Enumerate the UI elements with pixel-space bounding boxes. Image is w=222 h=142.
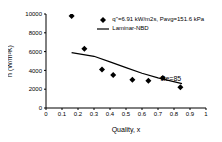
- svg-text:0.9: 0.9: [186, 111, 195, 117]
- svg-text:0: 0: [39, 105, 43, 111]
- svg-text:Re=85: Re=85: [160, 75, 181, 82]
- svg-text:0.8: 0.8: [170, 111, 179, 117]
- svg-text:6000: 6000: [29, 49, 43, 55]
- svg-text:0.4: 0.4: [106, 111, 115, 117]
- svg-text:8000: 8000: [29, 30, 43, 36]
- html-text:Laminar-NBD: Laminar-NBD: [112, 25, 149, 31]
- svg-text:h (W/m²K): h (W/m²K): [8, 45, 14, 77]
- svg-text:4000: 4000: [29, 68, 43, 74]
- html-text:q''=6.91 kW/m2s, Pavg=151.6 kP: q''=6.91 kW/m2s, Pavg=151.6 kPa: [112, 16, 204, 22]
- svg-text:0: 0: [44, 111, 48, 117]
- svg-text:0.1: 0.1: [58, 111, 67, 117]
- svg-text:10000: 10000: [25, 11, 42, 17]
- svg-text:0.2: 0.2: [74, 111, 83, 117]
- svg-text:0.5: 0.5: [122, 111, 131, 117]
- svg-text:Quality, x: Quality, x: [112, 126, 141, 134]
- svg-text:0.3: 0.3: [90, 111, 99, 117]
- svg-text:2000: 2000: [29, 86, 43, 92]
- svg-text:0.6: 0.6: [138, 111, 147, 117]
- svg-text:1: 1: [204, 111, 208, 117]
- svg-text:0.7: 0.7: [154, 111, 163, 117]
